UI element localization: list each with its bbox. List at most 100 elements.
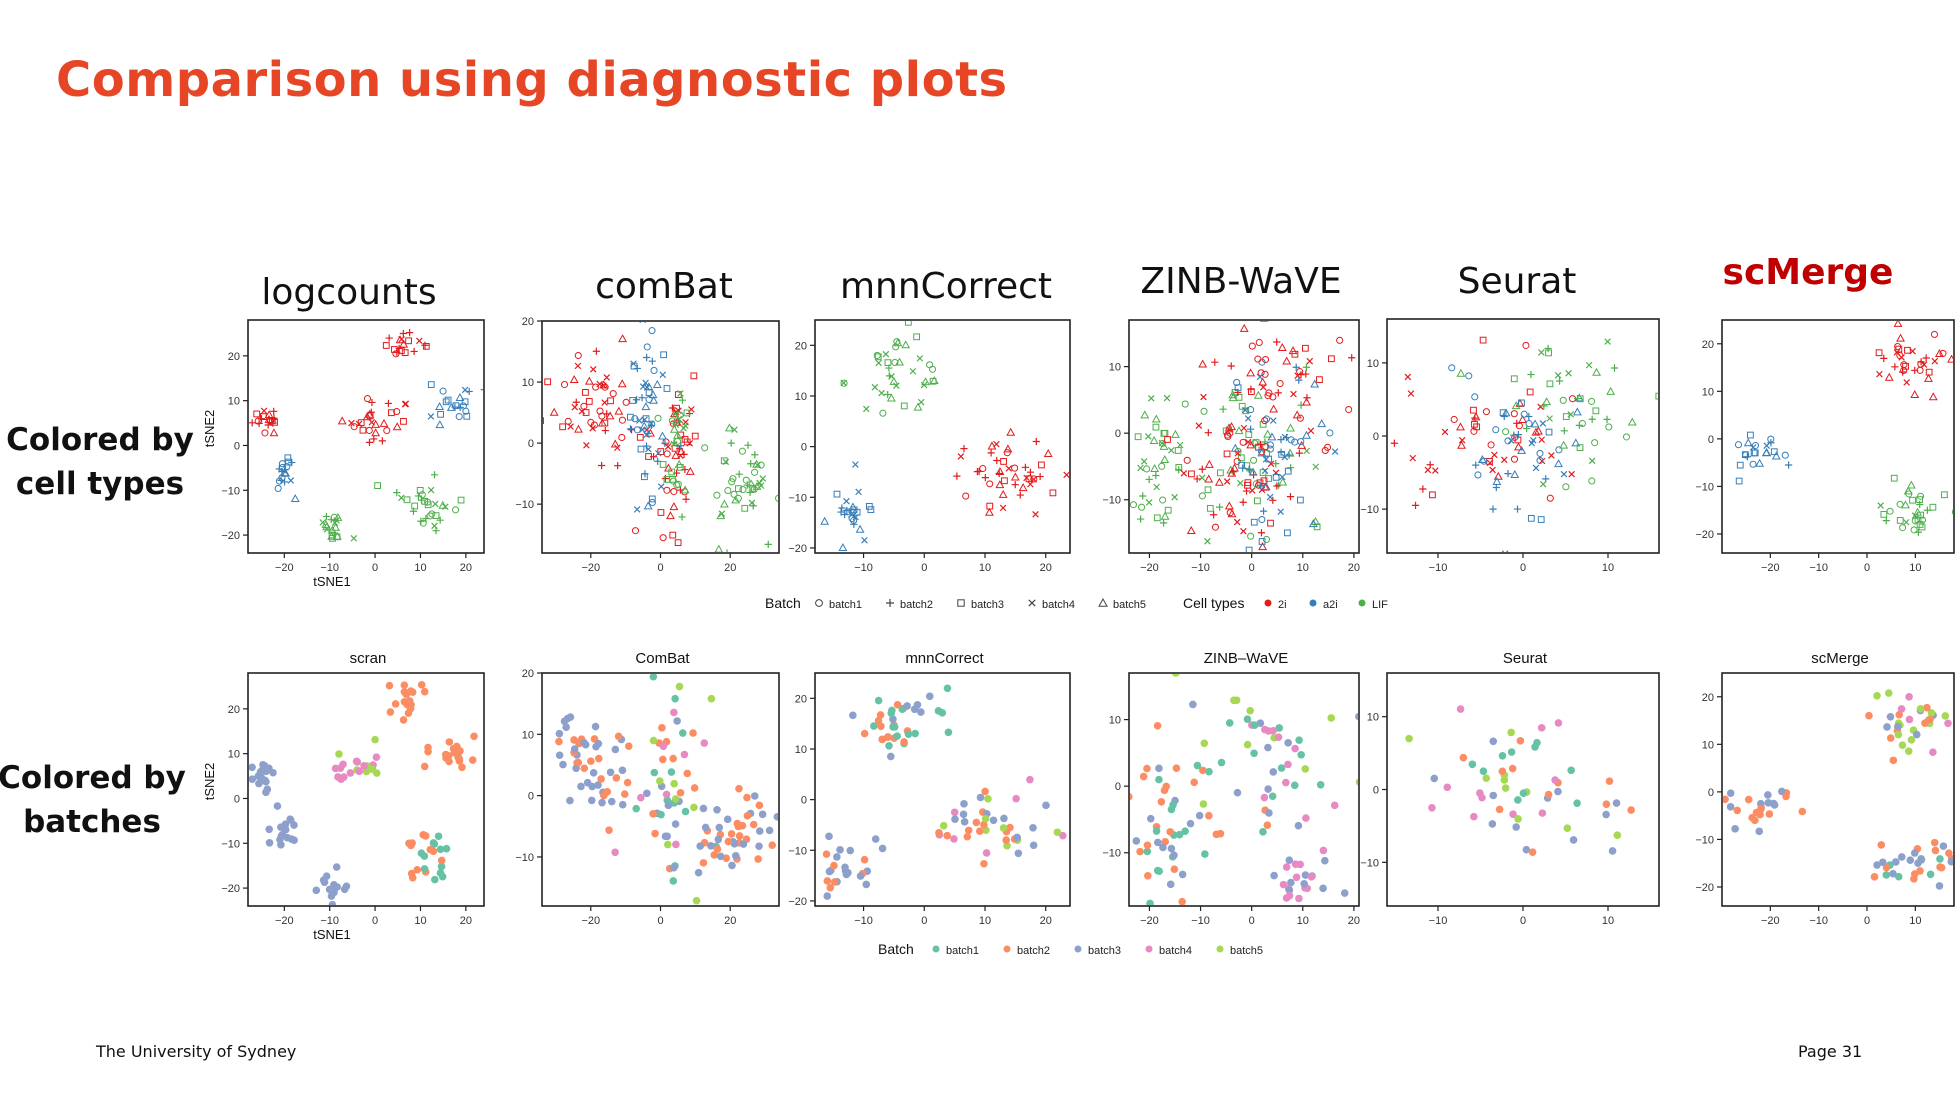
x-tick-label: 10 — [1297, 562, 1309, 574]
point-batch4 — [1944, 719, 1952, 728]
point-batch4 — [1282, 778, 1290, 787]
point-LIF — [1605, 423, 1613, 431]
point-a2i — [1272, 473, 1280, 481]
point-2i — [368, 398, 376, 407]
plot-frame — [814, 672, 1071, 907]
point-LIF — [1559, 440, 1569, 449]
point-batch1 — [442, 844, 451, 853]
point-batch3 — [1167, 844, 1176, 853]
point-batch3 — [707, 842, 715, 850]
point-batch5 — [335, 750, 343, 758]
point-LIF — [1237, 479, 1244, 487]
panel-title: scran — [350, 650, 387, 667]
point-LIF — [1877, 502, 1884, 509]
point-batch3 — [673, 717, 681, 725]
point-2i — [631, 527, 640, 535]
point-batch2 — [935, 828, 943, 837]
point-LIF — [886, 393, 896, 402]
point-batch1 — [904, 730, 913, 738]
point-batch4 — [659, 742, 668, 751]
plot-frame — [1386, 318, 1660, 554]
point-LIF — [673, 430, 682, 439]
point-batch5 — [1916, 705, 1925, 713]
point-a2i — [1527, 514, 1535, 522]
point-batch4 — [1291, 744, 1299, 753]
point-a2i — [288, 458, 296, 467]
point-batch1 — [1479, 767, 1488, 775]
point-batch2 — [877, 722, 885, 731]
y-tick-label: −20 — [1695, 882, 1714, 894]
point-batch5 — [1873, 692, 1881, 700]
point-LIF — [1143, 465, 1151, 473]
point-batch2 — [426, 845, 435, 854]
point-2i — [1909, 347, 1916, 355]
point-LIF — [1290, 580, 1296, 586]
point-a2i — [444, 396, 452, 404]
point-LIF — [1204, 538, 1211, 545]
point-batch3 — [1886, 712, 1895, 721]
point-batch2 — [981, 787, 989, 796]
point-2i — [669, 531, 677, 539]
point-2i — [582, 389, 589, 396]
point-2i — [657, 448, 665, 455]
point-2i — [1522, 341, 1530, 349]
point-batch3 — [671, 820, 680, 828]
point-2i — [993, 456, 1001, 465]
point-batch1 — [870, 722, 878, 730]
footer-university: The University of Sydney — [96, 1042, 297, 1061]
point-LIF — [863, 405, 870, 413]
point-batch5 — [1563, 824, 1572, 832]
point-batch1 — [1201, 850, 1209, 858]
point-batch3 — [618, 800, 627, 809]
point-2i — [383, 426, 391, 435]
point-batch5 — [1327, 714, 1336, 722]
slide-title: Comparison using diagnostic plots — [56, 52, 1008, 108]
point-a2i — [652, 379, 662, 388]
point-2i — [1348, 354, 1356, 362]
point-batch3 — [583, 778, 592, 787]
x-tick-label: 0 — [1520, 915, 1526, 927]
point-batch2 — [408, 873, 417, 882]
point-batch1 — [669, 877, 678, 885]
point-LIF — [428, 510, 436, 518]
point-LIF — [751, 451, 759, 459]
point-batch3 — [318, 907, 326, 915]
point-2i — [1533, 426, 1543, 435]
point-batch1 — [1514, 796, 1522, 804]
point-2i — [1526, 388, 1534, 396]
point-a2i — [642, 379, 649, 387]
point-batch3 — [1146, 814, 1155, 823]
point-a2i — [632, 396, 641, 404]
point-2i — [359, 426, 367, 434]
point-LIF — [1147, 394, 1155, 402]
point-batch1 — [431, 875, 439, 884]
y-tick-label: 20 — [795, 693, 807, 705]
point-batch2 — [400, 688, 409, 696]
point-2i — [1001, 477, 1008, 485]
point-batch2 — [735, 832, 744, 840]
point-2i — [406, 329, 414, 337]
point-a2i — [1248, 467, 1258, 476]
point-2i — [1876, 370, 1883, 378]
point-2i — [371, 428, 381, 437]
x-tick-label: 0 — [1249, 562, 1255, 574]
point-batch3 — [1319, 884, 1327, 893]
point-a2i — [1514, 431, 1523, 439]
point-LIF — [438, 500, 448, 509]
point-batch3 — [1757, 799, 1765, 808]
point-2i — [960, 445, 968, 453]
point-2i — [253, 410, 261, 418]
point-a2i — [1233, 378, 1241, 387]
panel-title: Seurat — [1503, 650, 1548, 667]
point-LIF — [1226, 465, 1236, 474]
point-a2i — [633, 364, 641, 373]
point-a2i — [833, 490, 841, 498]
point-2i — [1227, 422, 1237, 431]
point-a2i — [275, 465, 283, 473]
panel-title: ZINB–WaVE — [1204, 650, 1288, 667]
point-batch5 — [692, 896, 701, 905]
point-2i — [1456, 422, 1465, 431]
plot-frame — [814, 319, 1071, 554]
legend-label-2i: 2i — [1278, 599, 1287, 611]
point-a2i — [1537, 516, 1545, 523]
